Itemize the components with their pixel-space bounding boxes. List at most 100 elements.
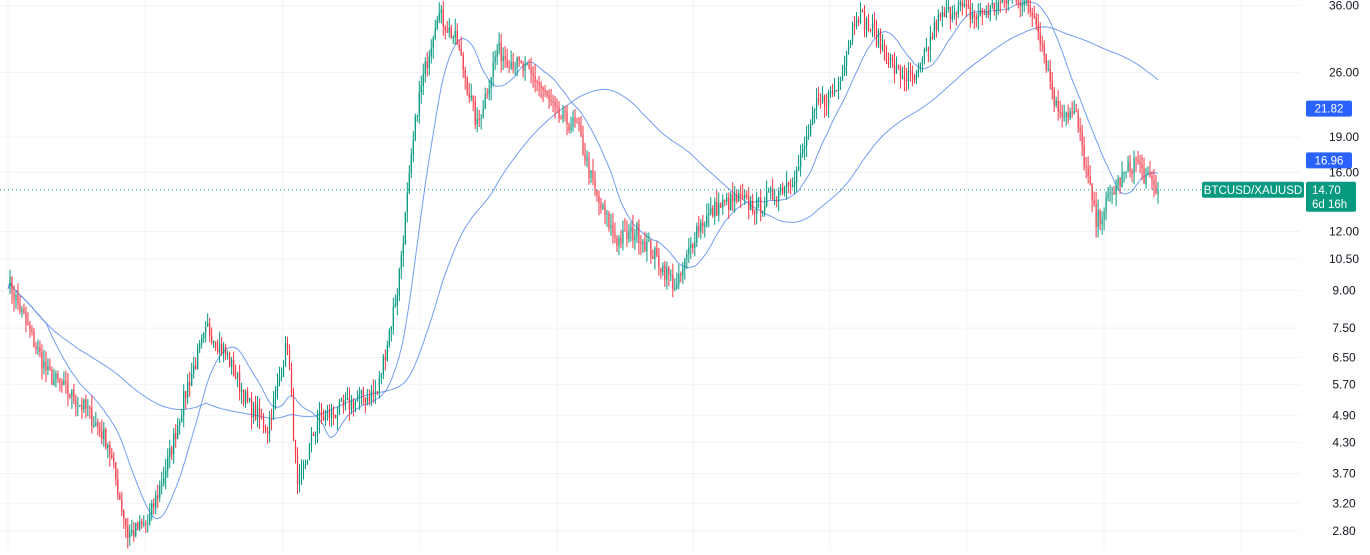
candle-up <box>798 166 800 170</box>
y-tick-label: 16.00 <box>1329 165 1359 179</box>
candle-down <box>1087 167 1089 177</box>
candle-up <box>1055 100 1057 106</box>
candle-down <box>504 56 506 60</box>
candle-down <box>322 417 325 421</box>
candle-down <box>823 95 826 106</box>
candle-down <box>141 521 143 525</box>
candle-down <box>97 422 99 427</box>
candle-up <box>199 343 201 349</box>
candle-up <box>991 2 993 6</box>
candle-down <box>31 330 33 332</box>
candle-up <box>901 75 904 78</box>
candle-up <box>420 85 422 93</box>
candle-up <box>163 477 165 484</box>
candle-down <box>935 22 938 30</box>
candle-down <box>1113 192 1115 195</box>
candle-up <box>722 199 724 208</box>
candle-down <box>712 207 714 217</box>
candle-down <box>57 373 59 380</box>
candle-up <box>989 5 991 16</box>
candle-up <box>494 56 496 63</box>
candle-up <box>354 400 357 409</box>
candle-up <box>496 50 498 57</box>
candle-up <box>382 356 384 375</box>
candle-down <box>1035 16 1037 25</box>
candle-up <box>394 304 396 307</box>
candle-down <box>740 193 742 196</box>
candle-up <box>815 98 818 109</box>
candle-down <box>776 199 778 202</box>
candle-up <box>796 169 798 182</box>
y-tick-label: 5.70 <box>1332 378 1356 392</box>
candle-down <box>554 102 556 107</box>
candle-down <box>1099 210 1101 225</box>
candle-up <box>326 411 329 415</box>
candle-up <box>129 532 131 538</box>
candle-down <box>736 194 738 202</box>
candle-down <box>903 75 906 80</box>
candle-up <box>1111 192 1113 194</box>
candle-down <box>518 56 520 62</box>
candle-up <box>688 247 690 255</box>
candle-down <box>580 125 582 136</box>
candle-down <box>468 92 470 99</box>
candle-down <box>788 182 790 186</box>
candle-down <box>328 411 331 418</box>
candle-up <box>131 530 133 533</box>
candle-down <box>450 27 452 39</box>
candle-up <box>686 254 688 260</box>
candle-up <box>933 22 936 39</box>
candle-up <box>1127 161 1129 172</box>
candle-down <box>262 417 265 428</box>
candle-down <box>887 63 890 65</box>
candle-up <box>280 376 283 378</box>
candle-up <box>995 10 997 12</box>
candle-up <box>919 63 922 69</box>
candle-up <box>428 56 430 68</box>
candle-up <box>937 15 940 30</box>
candle-down <box>65 380 67 383</box>
candle-down <box>1151 176 1153 182</box>
candle-up <box>628 231 630 239</box>
candle-down <box>1081 131 1083 146</box>
candle-up <box>1123 171 1125 173</box>
candle-down <box>119 494 121 500</box>
candle-up <box>829 91 832 93</box>
candle-up <box>764 205 766 211</box>
candle-down <box>981 10 983 14</box>
candle-up <box>925 48 928 50</box>
candle-up <box>252 403 255 418</box>
candle-up <box>704 224 706 227</box>
candle-down <box>1119 177 1121 187</box>
candle-up <box>738 193 740 202</box>
moving-average-slow <box>7 26 1159 419</box>
candle-up <box>929 36 932 51</box>
candle-down <box>376 391 378 393</box>
candle-up <box>410 154 412 173</box>
candle-up <box>666 267 668 280</box>
candle-down <box>548 95 550 100</box>
candle-up <box>941 12 943 18</box>
candle-down <box>528 64 530 69</box>
candle-up <box>770 188 772 192</box>
candle-up <box>366 396 368 403</box>
candle-down <box>875 28 878 46</box>
candle-down <box>246 391 249 401</box>
candle-down <box>782 187 784 194</box>
candle-up <box>149 513 151 524</box>
candle-down <box>153 503 155 508</box>
candle-up <box>244 391 247 404</box>
candle-up <box>207 323 209 327</box>
price-axis[interactable]: 2.80 3.20 3.70 4.30 4.90 5.70 6.50 7.50 9.00 10.5… <box>1329 0 1359 538</box>
candle-up <box>53 379 55 385</box>
candle-up <box>316 421 319 432</box>
candle-up <box>336 415 339 418</box>
candle-up <box>682 268 684 276</box>
candle-up <box>706 215 708 225</box>
candle-up <box>314 431 317 437</box>
candle-down <box>967 4 969 7</box>
candle-down <box>1143 167 1145 184</box>
candle-up <box>302 464 305 469</box>
